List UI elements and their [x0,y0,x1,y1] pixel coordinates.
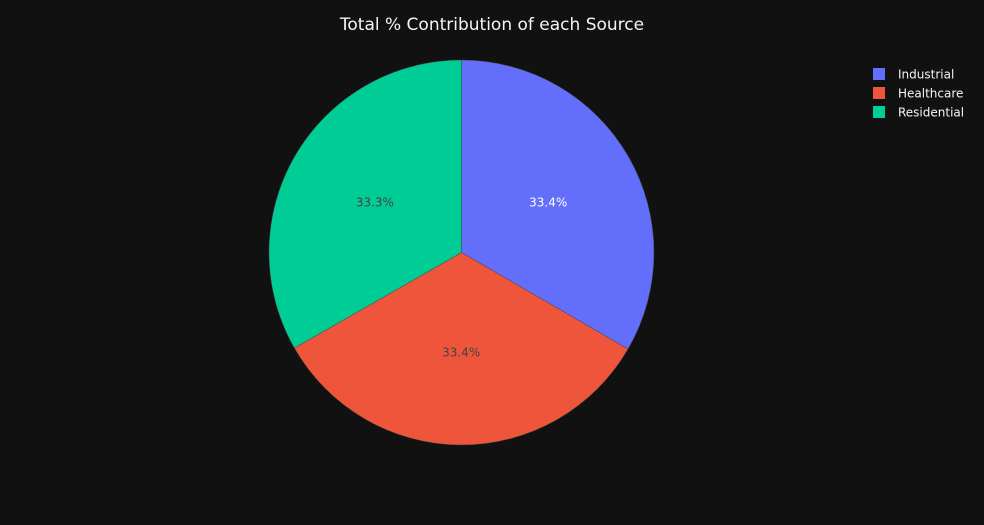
legend-label: Healthcare [898,87,963,101]
legend: Industrial Healthcare Residential [873,68,964,120]
pie-slice-labels: 33.4% 33.4% 33.3% [356,195,567,359]
pie-slices [268,59,655,446]
slice-label-healthcare: 33.4% [442,346,480,360]
chart-title: Total % Contribution of each Source [339,15,644,35]
pie-slice-industrial[interactable] [461,59,655,350]
slice-label-industrial: 33.4% [529,196,567,210]
legend-item-healthcare[interactable]: Healthcare [873,87,963,101]
legend-swatch [873,106,885,118]
legend-swatch [873,68,885,80]
slice-label-residential: 33.3% [356,195,394,209]
pie-slice-residential[interactable] [268,59,462,349]
legend-item-residential[interactable]: Residential [873,106,964,120]
legend-label: Industrial [898,68,954,82]
legend-label: Residential [898,106,964,120]
legend-item-industrial[interactable]: Industrial [873,68,954,82]
legend-swatch [873,87,885,99]
